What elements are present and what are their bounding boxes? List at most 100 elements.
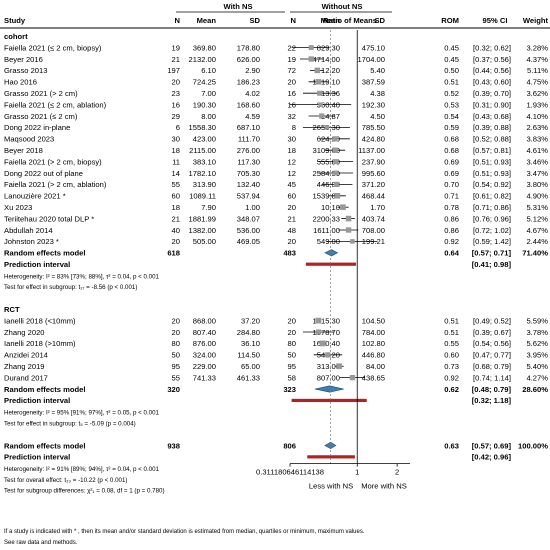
- study-mean1: 1782.10: [189, 169, 216, 178]
- study-ci: [0.31; 0.90]: [473, 100, 511, 109]
- subgroup-heterogeneity: Heterogeneity: I² = 83% [73%; 88%], τ² =…: [4, 273, 160, 280]
- subgroup-prediction-bar: [305, 262, 357, 266]
- study-mean1: 2132.00: [189, 55, 216, 64]
- study-weight: 3.28%: [526, 43, 548, 52]
- study-square: [315, 329, 322, 335]
- study-mean2: 1600.40: [313, 339, 340, 348]
- study-weight: 3.47%: [526, 169, 548, 178]
- study-mean2: 313.00: [317, 362, 340, 371]
- study-n2: 20: [288, 316, 296, 325]
- study-square: [340, 204, 346, 211]
- study-rom: 0.68: [444, 135, 459, 144]
- study-rom: 0.70: [444, 180, 459, 189]
- study-n1: 11: [172, 157, 180, 166]
- study-rom: 0.55: [444, 339, 459, 348]
- study-rom: 0.78: [444, 203, 459, 212]
- subgroup-pooled-weight: 71.40%: [522, 249, 548, 258]
- study-weight: 5.59%: [526, 316, 548, 325]
- study-n2: 19: [288, 55, 296, 64]
- study-n2: 18: [288, 146, 296, 155]
- study-sd1: 469.05: [237, 237, 260, 246]
- study-mean1: 1881.99: [189, 214, 216, 223]
- overall-n2-total: 806: [283, 441, 296, 450]
- study-sd1: 461.33: [237, 373, 260, 382]
- study-square: [314, 67, 321, 74]
- study-sd1: 114.50: [237, 351, 260, 360]
- study-name: Faiella 2021 (≤ 2 cm, biopsy): [4, 43, 102, 52]
- study-sd1: 186.23: [237, 78, 260, 87]
- header-with-ns: With NS: [223, 2, 252, 11]
- study-sd2: 102.80: [362, 339, 385, 348]
- study-ci: [0.76; 0.96]: [473, 214, 511, 223]
- study-sd2: 1704.00: [358, 55, 385, 64]
- study-mean1: 324.00: [193, 351, 216, 360]
- study-rom: 0.69: [444, 169, 459, 178]
- study-square: [325, 352, 331, 358]
- study-square: [334, 181, 340, 187]
- study-ci: [0.43; 0.68]: [473, 112, 511, 121]
- study-square: [319, 113, 325, 119]
- study-name: Lanouzière 2021 *: [4, 192, 66, 201]
- study-n2: 20: [288, 78, 296, 87]
- study-n2: 20: [288, 203, 296, 212]
- study-mean1: 2115.00: [189, 146, 216, 155]
- study-sd1: 2.90: [245, 66, 260, 75]
- header-weight: Weight: [523, 16, 549, 25]
- study-sd1: 536.00: [237, 226, 260, 235]
- subgroup-pooled-ci: [0.48; 0.79]: [472, 385, 512, 394]
- study-rom: 0.51: [444, 78, 459, 87]
- study-weight: 3.95%: [526, 351, 548, 360]
- study-name: Zhang 2020: [4, 328, 45, 337]
- study-sd1: 348.07: [237, 214, 260, 223]
- study-square: [315, 79, 322, 85]
- study-name: Faiella 2021 (> 2 cm, ablation): [4, 180, 107, 189]
- study-n2: 58: [288, 373, 296, 382]
- study-mean2: 1611.00: [313, 226, 340, 235]
- header-without-ns: Without NS: [322, 2, 363, 11]
- study-name: Teriitehau 2020 total DLP *: [4, 214, 94, 223]
- study-square: [349, 374, 356, 381]
- study-n1: 50: [172, 351, 180, 360]
- subgroup-n1-total: 618: [167, 249, 180, 258]
- x-label-left: Less with NS: [309, 482, 353, 491]
- study-n1: 197: [167, 66, 180, 75]
- study-name: Grasso 2021 (> 2 cm): [4, 89, 78, 98]
- study-sd1: 111.70: [238, 135, 260, 144]
- study-n2: 45: [288, 180, 296, 189]
- study-mean1: 8.00: [201, 112, 216, 121]
- study-n1: 23: [172, 89, 180, 98]
- study-sd1: 284.80: [237, 328, 260, 337]
- study-mean1: 190.30: [193, 100, 216, 109]
- header-study: Study: [4, 16, 26, 25]
- study-name: Ianelli 2018 (>10mm): [4, 339, 76, 348]
- study-mean2: 4714.00: [313, 55, 340, 64]
- study-square: [333, 170, 339, 176]
- study-mean1: 724.25: [193, 78, 216, 87]
- study-weight: 5.31%: [526, 203, 548, 212]
- study-weight: 3.46%: [526, 157, 548, 166]
- study-n2: 21: [288, 214, 296, 223]
- study-sd2: 192.30: [362, 100, 385, 109]
- study-rom: 0.54: [444, 112, 459, 121]
- study-n1: 18: [172, 203, 180, 212]
- study-name: Xu 2023: [4, 203, 32, 212]
- study-mean1: 505.00: [193, 237, 216, 246]
- study-ci: [0.51; 0.93]: [473, 169, 511, 178]
- study-name: Zhang 2019: [4, 362, 45, 371]
- study-rom: 0.73: [444, 362, 459, 371]
- subgroup-n1-total: 320: [167, 385, 180, 394]
- study-n1: 40: [172, 226, 180, 235]
- study-name: Abdullah 2014: [4, 226, 53, 235]
- study-sd2: 785.50: [362, 123, 385, 132]
- study-sd2: 237.90: [362, 157, 385, 166]
- study-weight: 3.78%: [526, 328, 548, 337]
- x-tick-label: 0.311180646114138: [256, 468, 324, 477]
- header-sd1: SD: [249, 16, 260, 25]
- study-rom: 0.51: [444, 328, 459, 337]
- subgroup-diamond: [324, 249, 339, 257]
- study-n1: 60: [172, 192, 180, 201]
- study-square: [308, 45, 314, 51]
- study-n1: 21: [172, 55, 180, 64]
- study-square: [345, 215, 352, 222]
